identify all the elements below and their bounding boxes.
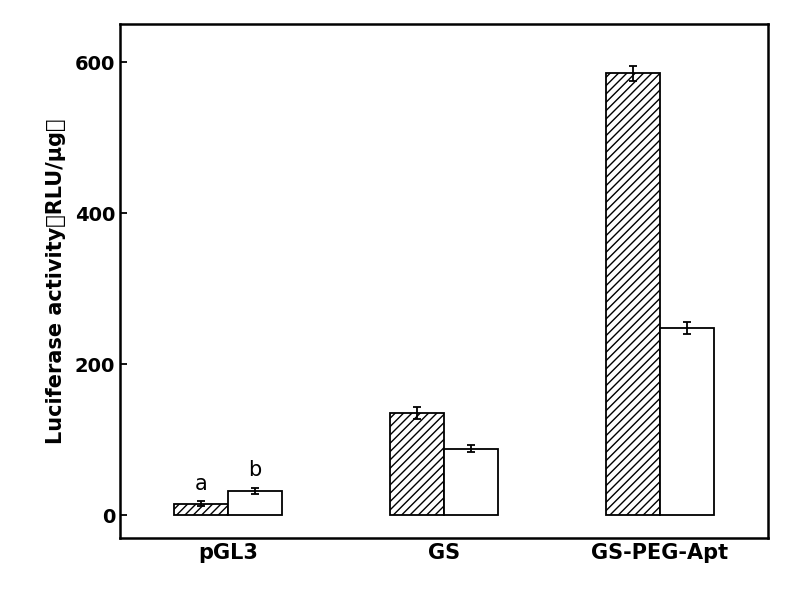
Y-axis label: Luciferase activity（RLU/μg）: Luciferase activity（RLU/μg） <box>46 119 66 444</box>
Bar <box>390 413 444 515</box>
Bar <box>228 491 282 515</box>
Text: b: b <box>248 460 262 480</box>
Bar <box>444 448 498 515</box>
Text: a: a <box>194 474 207 494</box>
Bar <box>660 328 714 515</box>
Bar <box>606 73 660 515</box>
Bar <box>174 503 228 515</box>
